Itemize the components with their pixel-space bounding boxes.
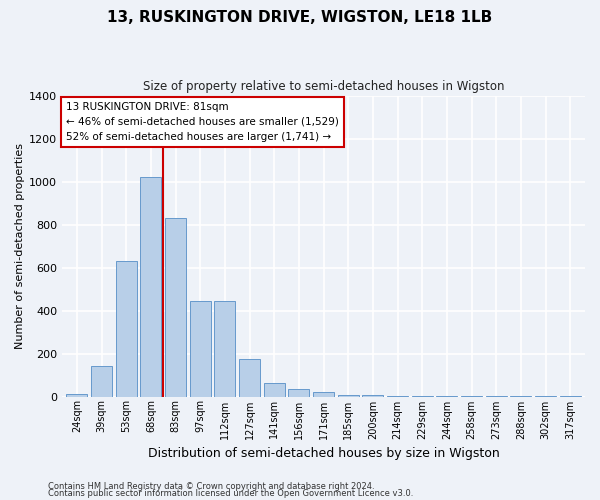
Bar bbox=[214, 301, 235, 396]
Y-axis label: Number of semi-detached properties: Number of semi-detached properties bbox=[15, 143, 25, 349]
Title: Size of property relative to semi-detached houses in Wigston: Size of property relative to semi-detach… bbox=[143, 80, 505, 93]
Bar bbox=[264, 382, 285, 396]
Bar bbox=[116, 261, 137, 396]
Text: Contains HM Land Registry data © Crown copyright and database right 2024.: Contains HM Land Registry data © Crown c… bbox=[48, 482, 374, 491]
X-axis label: Distribution of semi-detached houses by size in Wigston: Distribution of semi-detached houses by … bbox=[148, 447, 499, 460]
Bar bbox=[91, 366, 112, 396]
Bar bbox=[190, 301, 211, 396]
Bar bbox=[289, 389, 310, 396]
Bar bbox=[67, 394, 88, 396]
Bar bbox=[313, 392, 334, 396]
Bar bbox=[165, 218, 186, 396]
Bar bbox=[140, 177, 161, 396]
Text: Contains public sector information licensed under the Open Government Licence v3: Contains public sector information licen… bbox=[48, 490, 413, 498]
Text: 13 RUSKINGTON DRIVE: 81sqm
← 46% of semi-detached houses are smaller (1,529)
52%: 13 RUSKINGTON DRIVE: 81sqm ← 46% of semi… bbox=[66, 102, 339, 142]
Bar bbox=[239, 359, 260, 397]
Text: 13, RUSKINGTON DRIVE, WIGSTON, LE18 1LB: 13, RUSKINGTON DRIVE, WIGSTON, LE18 1LB bbox=[107, 10, 493, 25]
